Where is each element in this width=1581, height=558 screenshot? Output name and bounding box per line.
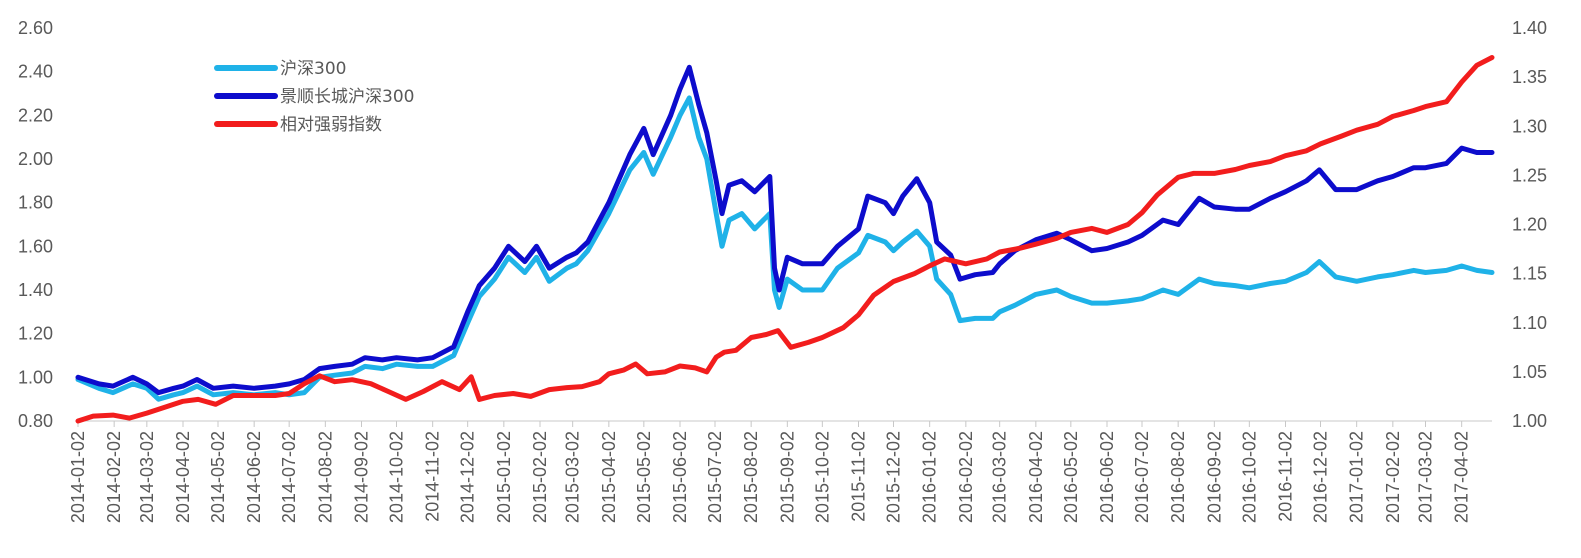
x-tick-label: 2014-08-02 bbox=[315, 431, 335, 523]
x-tick-label: 2016-10-02 bbox=[1239, 431, 1259, 523]
x-tick-label: 2015-09-02 bbox=[777, 431, 797, 523]
x-tick-label: 2015-04-02 bbox=[599, 431, 619, 523]
x-tick-label: 2014-03-02 bbox=[137, 431, 157, 523]
x-tick-label: 2015-08-02 bbox=[741, 431, 761, 523]
series-layer bbox=[75, 55, 1495, 424]
x-tick-label: 2016-07-02 bbox=[1132, 431, 1152, 523]
x-tick-label: 2016-09-02 bbox=[1204, 431, 1224, 523]
x-tick-label: 2015-12-02 bbox=[884, 431, 904, 523]
left-tick-label: 0.80 bbox=[18, 411, 53, 431]
x-tick-label: 2016-12-02 bbox=[1311, 431, 1331, 523]
x-tick-label: 2017-02-02 bbox=[1383, 431, 1403, 523]
left-tick-label: 2.40 bbox=[18, 62, 53, 82]
x-tick-label: 2016-03-02 bbox=[990, 431, 1010, 523]
series-line bbox=[75, 95, 1495, 402]
right-tick-label: 1.10 bbox=[1512, 313, 1547, 333]
x-tick-label: 2015-01-02 bbox=[494, 431, 514, 523]
left-tick-label: 1.40 bbox=[18, 280, 53, 300]
series-line bbox=[75, 64, 1495, 396]
right-tick-label: 1.00 bbox=[1512, 411, 1547, 431]
x-tick-label: 2014-11-02 bbox=[423, 431, 443, 522]
x-tick-label: 2014-07-02 bbox=[279, 431, 299, 523]
legend-label: 沪深300 bbox=[280, 59, 346, 79]
x-tick-label: 2015-02-02 bbox=[530, 431, 550, 523]
left-y-axis: 0.80 1.00 1.20 1.40 1.60 1.80 2.00 2.20 2.40 2.60 bbox=[18, 18, 53, 431]
x-tick-label: 2014-09-02 bbox=[352, 431, 372, 523]
left-tick-label: 1.80 bbox=[18, 193, 53, 213]
x-tick-label: 2014-12-02 bbox=[458, 431, 478, 523]
x-tick-label: 2014-06-02 bbox=[244, 431, 264, 523]
left-tick-label: 2.60 bbox=[18, 18, 53, 38]
x-tick-label: 2014-02-02 bbox=[104, 431, 124, 523]
x-tick-label: 2014-01-02 bbox=[68, 431, 88, 523]
left-tick-label: 1.60 bbox=[18, 236, 53, 256]
x-tick-label: 2015-07-02 bbox=[705, 431, 725, 523]
legend: 沪深300 景顺长城沪深300 相对强弱指数 bbox=[214, 59, 414, 135]
left-tick-label: 1.00 bbox=[18, 367, 53, 387]
x-tick-label: 2017-01-02 bbox=[1347, 431, 1367, 523]
legend-label: 相对强弱指数 bbox=[280, 115, 382, 135]
right-tick-label: 1.30 bbox=[1512, 116, 1547, 136]
x-tick-label: 2016-04-02 bbox=[1026, 431, 1046, 523]
x-tick-label: 2015-11-02 bbox=[849, 431, 869, 522]
right-tick-label: 1.20 bbox=[1512, 215, 1547, 235]
x-tick-label: 2016-11-02 bbox=[1276, 431, 1296, 522]
x-tick-label: 2015-03-02 bbox=[563, 431, 583, 523]
x-tick-label: 2014-04-02 bbox=[173, 431, 193, 523]
x-axis: 2014-01-02 2014-02-02 2014-03-02 2014-04-02… bbox=[68, 420, 1492, 523]
x-tick-label: 2016-08-02 bbox=[1168, 431, 1188, 523]
x-tick-label: 2016-01-02 bbox=[920, 431, 940, 523]
x-tick-label: 2016-05-02 bbox=[1061, 431, 1081, 523]
x-tick-label: 2014-05-02 bbox=[208, 431, 228, 523]
right-tick-label: 1.05 bbox=[1512, 362, 1547, 382]
x-tick-label: 2015-06-02 bbox=[670, 431, 690, 523]
right-tick-label: 1.35 bbox=[1512, 67, 1547, 87]
x-tick-label: 2017-03-02 bbox=[1416, 431, 1436, 523]
x-tick-label: 2016-02-02 bbox=[956, 431, 976, 523]
legend-label: 景顺长城沪深300 bbox=[280, 87, 414, 107]
series-line bbox=[75, 55, 1495, 424]
right-tick-label: 1.40 bbox=[1512, 18, 1547, 38]
left-tick-label: 2.00 bbox=[18, 149, 53, 169]
right-y-axis: 1.00 1.05 1.10 1.15 1.20 1.25 1.30 1.35 1.40 bbox=[1512, 18, 1547, 431]
x-tick-label: 2015-10-02 bbox=[812, 431, 832, 523]
x-tick-label: 2014-10-02 bbox=[387, 431, 407, 523]
right-tick-label: 1.15 bbox=[1512, 264, 1547, 284]
left-tick-label: 2.20 bbox=[18, 105, 53, 125]
right-tick-label: 1.25 bbox=[1512, 165, 1547, 185]
x-tick-label: 2016-06-02 bbox=[1097, 431, 1117, 523]
left-tick-label: 1.20 bbox=[18, 324, 53, 344]
x-tick-label: 2015-05-02 bbox=[634, 431, 654, 523]
x-tick-label: 2017-04-02 bbox=[1452, 431, 1472, 523]
